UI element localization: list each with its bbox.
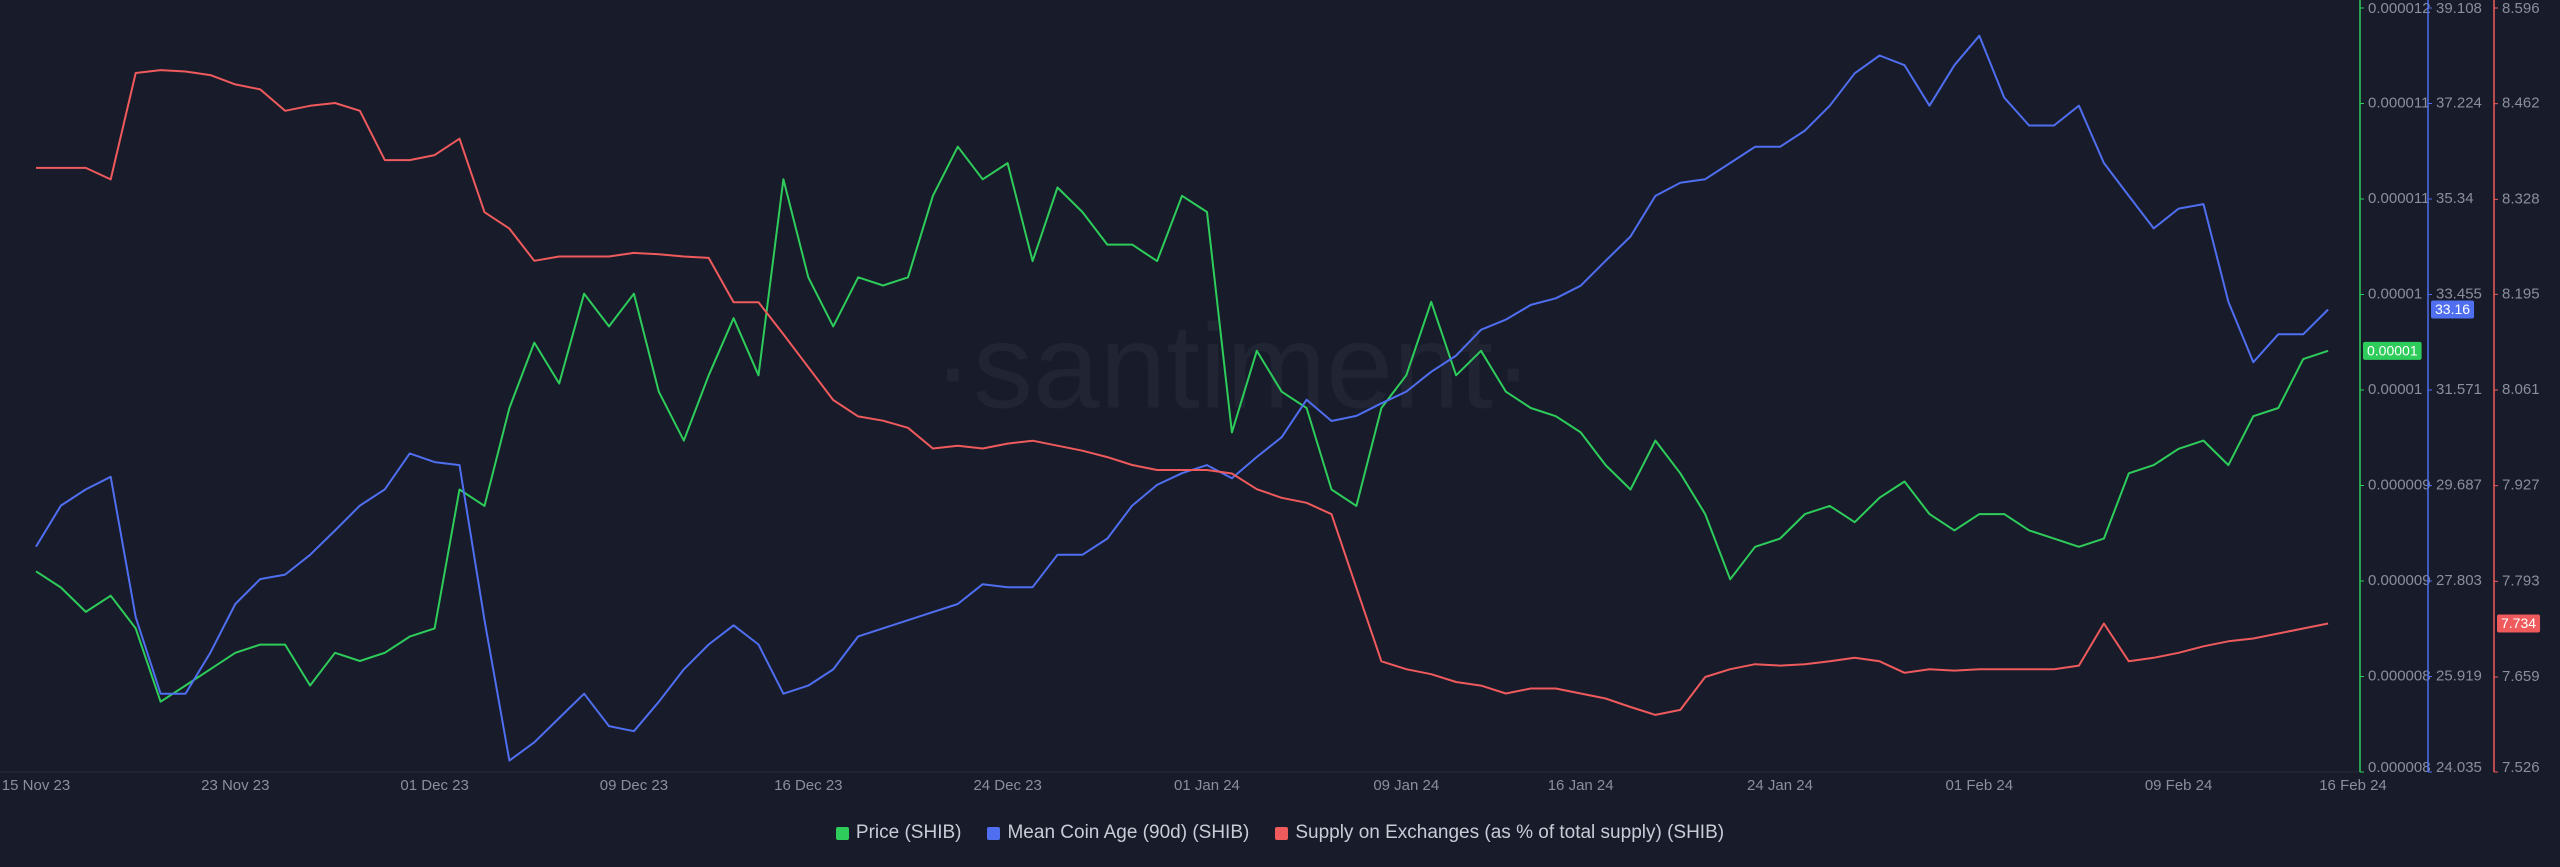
x-tick-label: 09 Feb 24 (2145, 777, 2213, 794)
x-tick-label: 24 Jan 24 (1747, 777, 1813, 794)
y-tick-label: 8.328 (2502, 190, 2540, 207)
series-line (35, 145, 2329, 703)
value-badge-label: 7.734 (2501, 615, 2536, 631)
y-tick-label: 0.000009 (2368, 572, 2431, 589)
y-tick-label: 7.927 (2502, 477, 2540, 494)
y-tick-label: 8.596 (2502, 0, 2540, 17)
x-tick-label: 01 Dec 23 (400, 777, 468, 794)
x-tick-label: 16 Jan 24 (1548, 777, 1614, 794)
x-tick-label: 16 Dec 23 (774, 777, 842, 794)
y-tick-label: 8.061 (2502, 381, 2540, 398)
y-tick-label: 7.526 (2502, 759, 2540, 776)
series-line (36, 69, 2329, 716)
y-tick-label: 0.00001 (2368, 381, 2422, 398)
value-badge-bg (2431, 300, 2475, 319)
y-tick-label: 0.000011 (2368, 94, 2429, 111)
chart: ·santiment· 0.000008 0.000008 0.000009 0.00… (0, 0, 2541, 794)
y-tick-label: 0.000008 (2368, 667, 2431, 684)
y-tick-label: 0.00001 (2368, 285, 2422, 302)
y-tick-label: 0.000008 (2368, 759, 2431, 776)
x-tick-label: 09 Jan 24 (1373, 777, 1439, 794)
y-tick-label: 7.793 (2502, 572, 2540, 589)
y-tick-label: 25.919 (2436, 667, 2482, 684)
y-tick-label: 0.000011 (2368, 190, 2429, 207)
legend-swatch (835, 826, 849, 840)
legend-item[interactable]: Mean Coin Age (90d) (SHIB) (987, 822, 1249, 844)
y-tick-label: 7.659 (2502, 668, 2540, 685)
y-tick-label: 8.462 (2502, 95, 2540, 112)
x-tick-label: 09 Dec 23 (600, 777, 668, 794)
value-badge-label: 0.00001 (2367, 343, 2418, 359)
x-tick-label: 15 Nov 23 (2, 777, 70, 794)
value-badge-bg (2497, 614, 2541, 633)
x-tick-label: 24 Dec 23 (973, 777, 1041, 794)
legend-label: Supply on Exchanges (as % of total suppl… (1295, 822, 1725, 843)
legend-swatch (1275, 826, 1289, 840)
legend-item[interactable]: Price (SHIB) (835, 822, 962, 844)
value-badge: 0.00001 (2363, 341, 2422, 360)
legend: Price (SHIB) Mean Coin Age (90d) (SHIB) Su… (0, 818, 2560, 848)
y-tick-label: 39.108 (2436, 0, 2482, 17)
y-tick-label: 31.571 (2436, 381, 2482, 398)
watermark: ·santiment· (933, 300, 1533, 434)
x-tick-label: 01 Jan 24 (1174, 777, 1240, 794)
series-line (35, 34, 2329, 762)
x-tick-label: 23 Nov 23 (201, 777, 269, 794)
value-badge-bg (2363, 341, 2422, 360)
y-tick-label: 24.035 (2436, 759, 2482, 776)
y-tick-label: 27.803 (2436, 572, 2482, 589)
y-tick-label: 33.455 (2436, 286, 2482, 303)
legend-item[interactable]: Supply on Exchanges (as % of total suppl… (1275, 822, 1724, 844)
y-tick-label: 0.000012 (2368, 0, 2431, 17)
x-tick-label: 16 Feb 24 (2319, 777, 2387, 794)
y-tick-label: 29.687 (2436, 476, 2482, 493)
x-tick-label: 01 Feb 24 (1946, 777, 2014, 794)
value-badge-label: 33.16 (2435, 301, 2470, 317)
y-tick-label: 35.34 (2436, 190, 2474, 207)
value-badge: 7.734 (2497, 614, 2541, 633)
legend-label: Mean Coin Age (90d) (SHIB) (1007, 822, 1250, 843)
y-tick-label: 8.195 (2502, 285, 2540, 302)
legend-label: Price (SHIB) (855, 822, 962, 843)
value-badge: 33.16 (2431, 300, 2475, 319)
y-tick-label: 37.224 (2436, 94, 2482, 111)
legend-swatch (987, 826, 1001, 840)
y-tick-label: 0.000009 (2368, 476, 2431, 493)
